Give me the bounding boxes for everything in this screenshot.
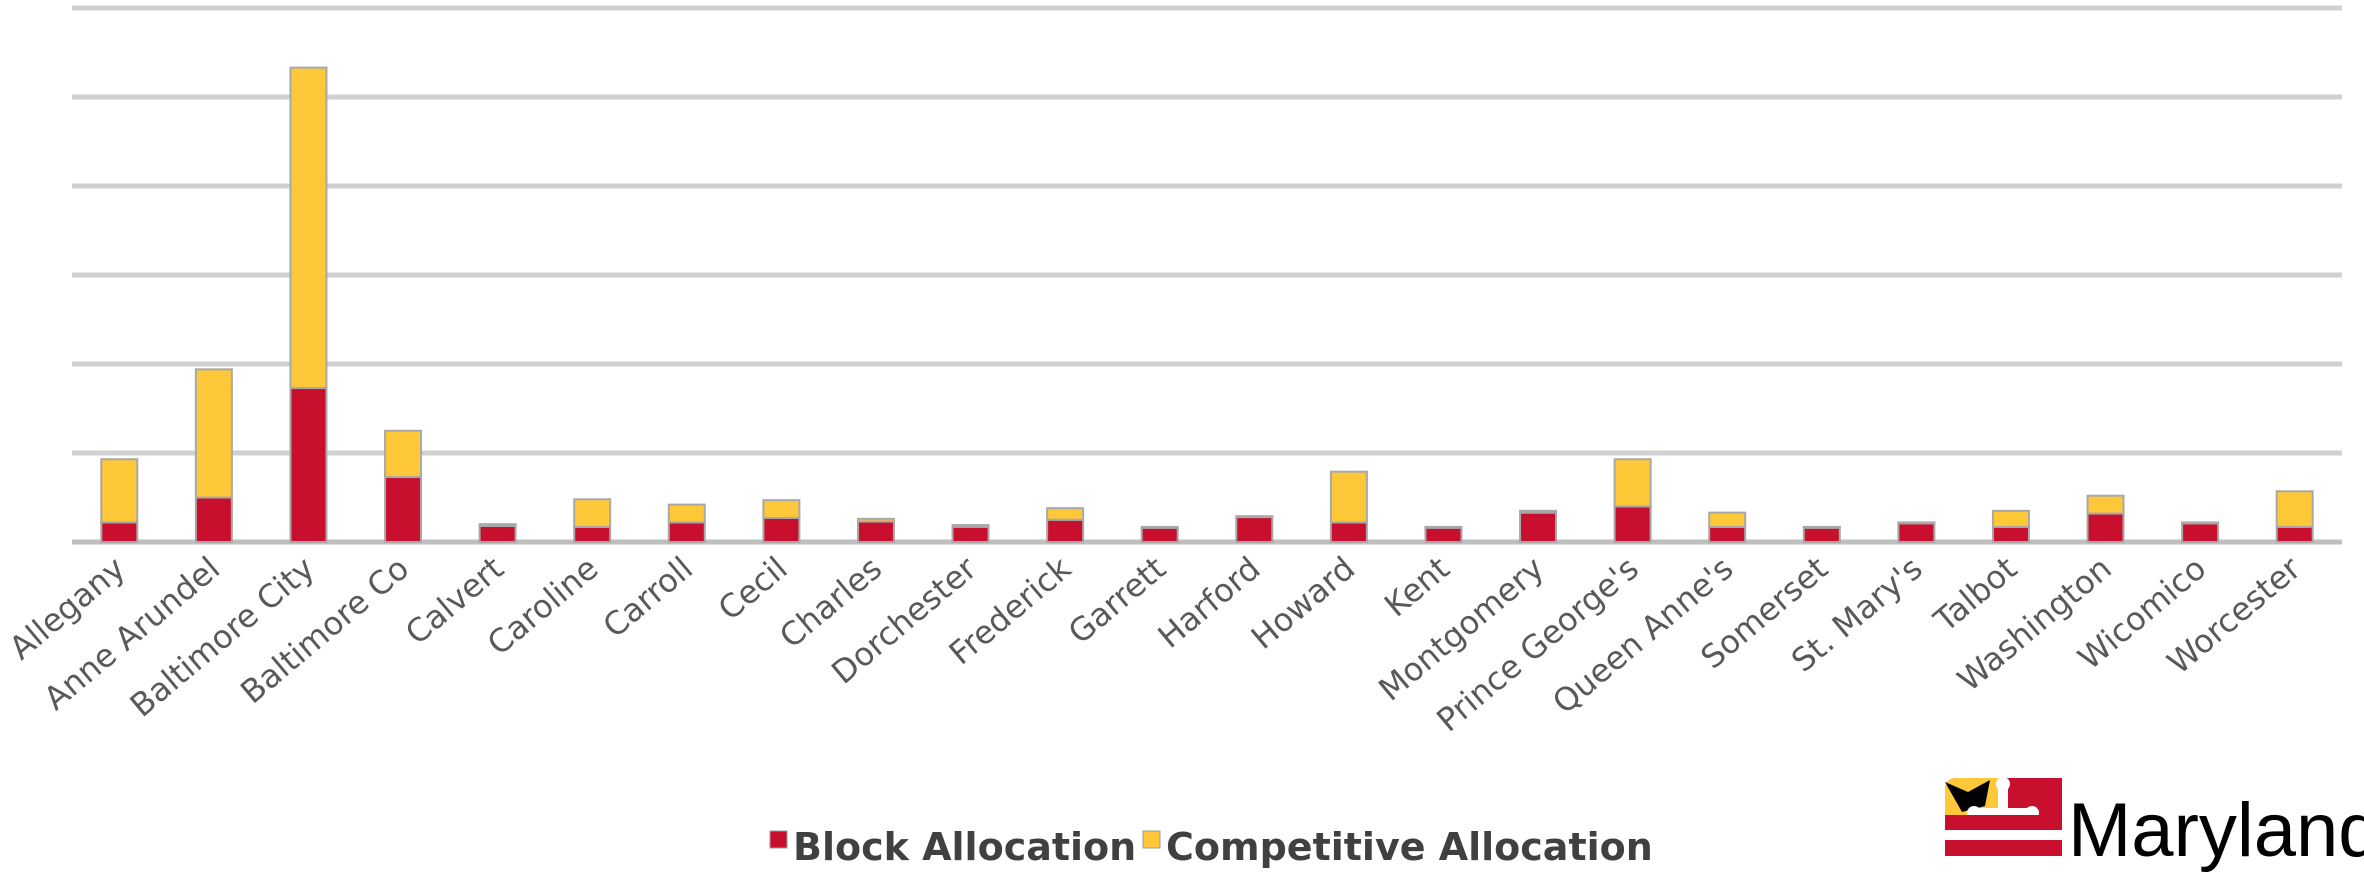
- bar-block-10: [1046, 518, 1085, 543]
- bar-competitive-20: [1991, 509, 2030, 528]
- bar-block-23: [2275, 525, 2314, 543]
- bar-block-14: [1424, 526, 1463, 544]
- bar-competitive-21: [2086, 494, 2125, 515]
- bar-competitive-13: [1329, 470, 1368, 524]
- bar-competitive-1: [194, 368, 233, 499]
- bar-competitive-6: [667, 503, 706, 524]
- gridlines: [72, 5, 2342, 545]
- bar-block-0: [100, 521, 139, 543]
- bar-competitive-5: [573, 498, 612, 528]
- bar-block-20: [1991, 525, 2030, 543]
- bar-competitive-9: [951, 524, 990, 528]
- bar-competitive-18: [1802, 525, 1841, 529]
- legend-label-block: Block Allocation: [793, 825, 1136, 869]
- legend: Block Allocation Competitive Allocation: [769, 825, 1653, 869]
- x-tick-label: Garrett: [1061, 549, 1173, 652]
- bar-competitive-3: [384, 429, 423, 479]
- legend-swatch-competitive: [1142, 830, 1161, 849]
- bar-block-4: [478, 524, 517, 543]
- bar-block-21: [2086, 512, 2125, 544]
- bar-competitive-7: [762, 499, 801, 519]
- x-tick-label: Baltimore Co: [233, 549, 416, 711]
- bar-block-2: [289, 387, 328, 543]
- bar-block-16: [1613, 505, 1652, 543]
- bar-competitive-0: [100, 458, 139, 524]
- bar-block-17: [1708, 525, 1747, 543]
- bar-competitive-4: [478, 523, 517, 527]
- bar-block-22: [2181, 522, 2220, 543]
- x-tick-label: Cecil: [711, 549, 795, 628]
- legend-label-competitive: Competitive Allocation: [1166, 825, 1653, 869]
- maryland-logo: Maryland: [1945, 777, 2364, 872]
- bar-block-9: [951, 525, 990, 543]
- bar-block-19: [1897, 522, 1936, 543]
- bar-block-15: [1519, 511, 1558, 544]
- x-tick-label: Harford: [1151, 549, 1268, 656]
- bar-block-8: [856, 520, 895, 544]
- bar-block-11: [1140, 526, 1179, 544]
- bar-competitive-23: [2275, 490, 2314, 528]
- bar-competitive-11: [1140, 525, 1179, 529]
- bar-block-12: [1235, 516, 1274, 544]
- x-tick-label: Carroll: [596, 549, 700, 645]
- bar-block-3: [384, 476, 423, 543]
- bar-block-6: [667, 521, 706, 543]
- bars: [100, 66, 2314, 544]
- bar-competitive-16: [1613, 458, 1652, 508]
- bar-competitive-17: [1708, 511, 1747, 528]
- bar-block-7: [762, 516, 801, 543]
- bar-competitive-10: [1046, 507, 1085, 521]
- bar-block-5: [573, 525, 612, 543]
- bar-competitive-2: [289, 66, 328, 390]
- bar-competitive-19: [1897, 521, 1936, 525]
- x-tick-label: Kent: [1377, 549, 1457, 624]
- maryland-flag-icon: [1945, 777, 2062, 856]
- bar-competitive-12: [1235, 515, 1274, 519]
- logo-wordmark: Maryland: [2068, 788, 2364, 872]
- bar-competitive-14: [1424, 525, 1463, 529]
- bar-competitive-15: [1519, 509, 1558, 514]
- bar-block-18: [1802, 526, 1841, 544]
- x-tick-label: Howard: [1244, 549, 1362, 657]
- legend-swatch-block: [769, 830, 788, 849]
- bar-block-13: [1329, 521, 1368, 543]
- bar-competitive-22: [2181, 521, 2220, 525]
- bar-competitive-8: [856, 517, 895, 523]
- bar-block-1: [194, 496, 233, 543]
